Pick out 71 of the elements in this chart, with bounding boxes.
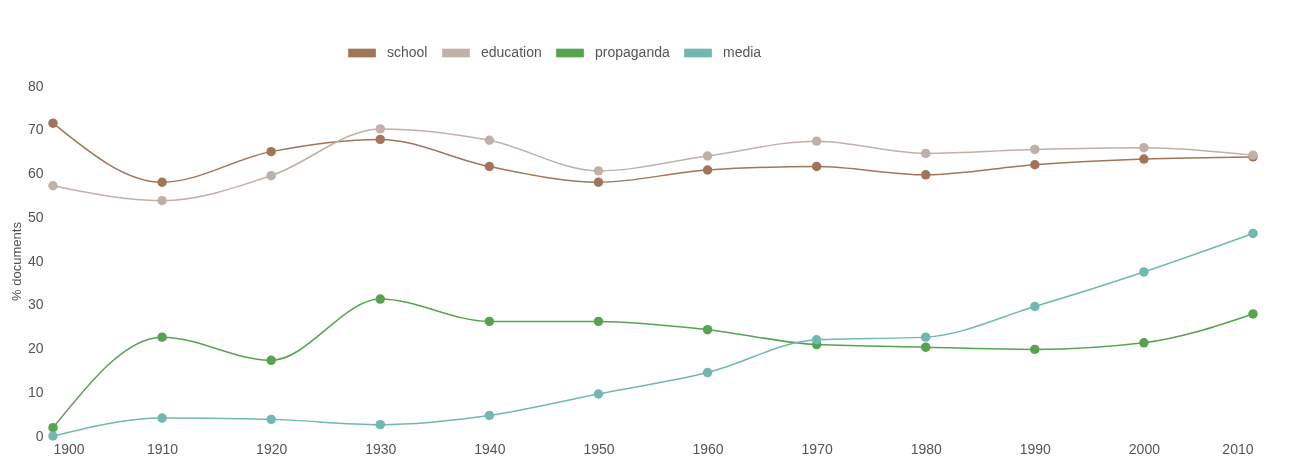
point [484, 135, 495, 145]
y-tick-label: 50 [27, 208, 44, 225]
point [1139, 267, 1149, 277]
x-tick-label: 1950 [583, 440, 615, 457]
point [1030, 160, 1040, 170]
legend-label: school [387, 44, 428, 60]
point [920, 148, 931, 159]
x-tick-label: 1990 [1019, 440, 1052, 457]
point [484, 161, 495, 172]
point [811, 161, 822, 172]
point [593, 166, 604, 176]
point [266, 146, 276, 157]
point [1248, 228, 1258, 239]
point [375, 134, 386, 145]
y-tick-label: 80 [27, 77, 44, 94]
y-tick-label: 10 [27, 383, 44, 400]
x-tick-label: 1970 [801, 440, 833, 457]
point [702, 367, 713, 378]
point [375, 419, 386, 430]
y-axis-title: % documents [8, 221, 24, 301]
point [48, 118, 58, 128]
x-tick-label: 1940 [474, 440, 506, 457]
y-tick-label: 40 [27, 252, 44, 269]
point [1139, 154, 1149, 164]
point [593, 316, 604, 327]
point [375, 124, 386, 134]
x-tick-label: 1930 [365, 440, 397, 457]
x-tick-label: 1910 [147, 440, 179, 457]
y-tick-label: 0 [35, 427, 44, 444]
point [157, 413, 167, 423]
point [157, 195, 167, 206]
point [484, 410, 495, 421]
x-tick-label: 2000 [1128, 440, 1161, 457]
point [702, 165, 713, 175]
point [1030, 301, 1040, 312]
y-tick-label: 70 [27, 121, 44, 138]
point [811, 136, 822, 146]
x-tick-label: 1960 [692, 440, 724, 457]
point [48, 422, 58, 433]
x-tick-label: 1900 [53, 440, 85, 457]
point [593, 177, 604, 187]
point [593, 389, 604, 399]
point [1139, 338, 1149, 348]
point [920, 332, 931, 342]
point [920, 342, 931, 352]
point [1030, 344, 1040, 355]
point [157, 177, 167, 187]
x-tick-label: 1920 [256, 440, 288, 457]
point [484, 316, 495, 327]
point [920, 170, 931, 180]
y-tick-label: 60 [27, 165, 44, 181]
legend-label: propaganda [595, 44, 670, 60]
point [702, 324, 713, 335]
y-tick-label: 20 [27, 340, 44, 356]
point [1248, 309, 1258, 319]
point [811, 335, 822, 345]
point [48, 181, 58, 191]
point [266, 170, 276, 181]
point [266, 355, 276, 366]
x-tick-label: 1980 [910, 440, 943, 457]
y-tick-label: 30 [27, 296, 44, 313]
point [157, 332, 167, 342]
point [702, 151, 713, 161]
point [375, 294, 386, 304]
x-tick-label: 2010 [1222, 440, 1254, 457]
point [266, 414, 276, 425]
point [48, 431, 58, 441]
legend-label: education [481, 44, 542, 60]
legend-label: media [723, 44, 762, 60]
point [1139, 142, 1149, 153]
point [1030, 144, 1040, 155]
